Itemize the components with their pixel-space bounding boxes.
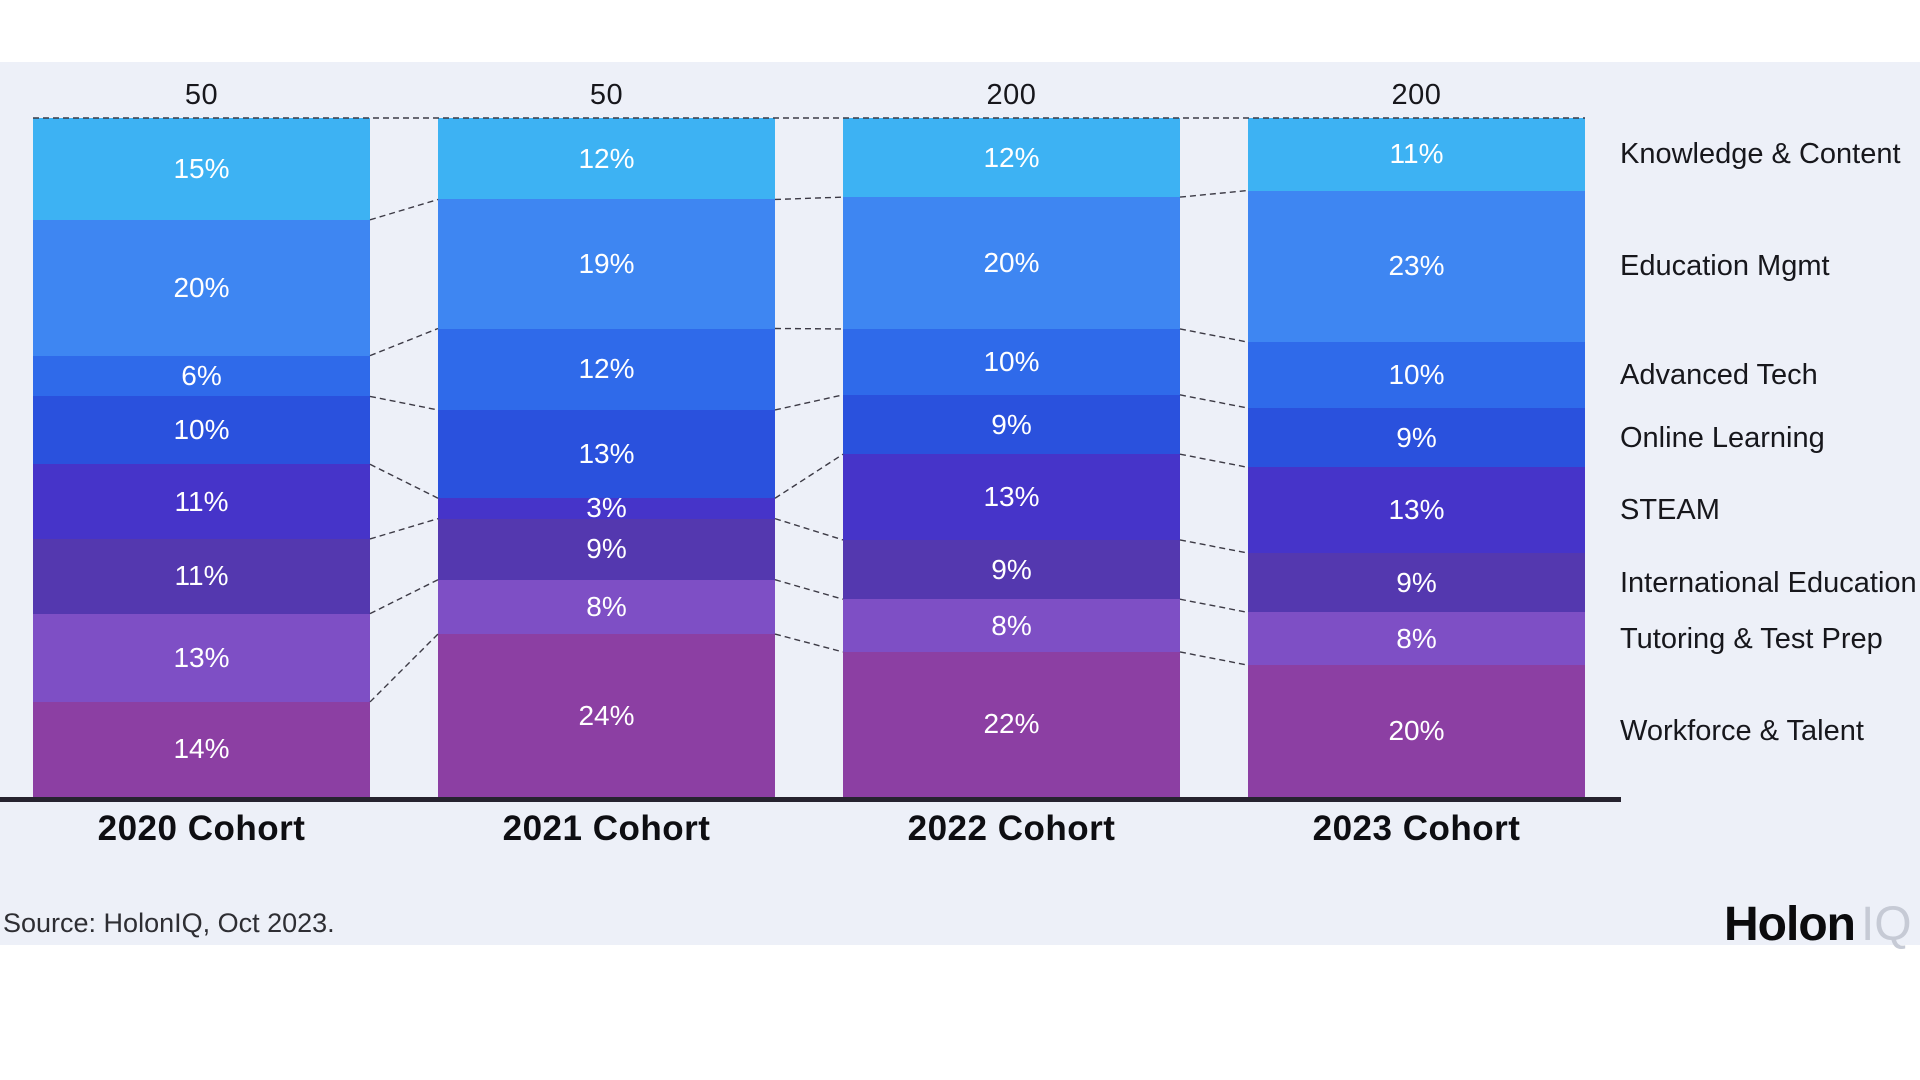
bar-segment: 11% <box>33 464 370 539</box>
holoniq-logo: Holon IQ <box>1724 901 1912 949</box>
bar-segment: 3% <box>438 494 775 522</box>
bar-segment: 8% <box>1248 612 1585 666</box>
bar-segment: 19% <box>438 199 775 329</box>
bar-segment: 24% <box>438 634 775 797</box>
segment-value-label: 13% <box>173 641 230 673</box>
x-axis-line <box>0 797 1621 802</box>
bar-segment: 8% <box>438 579 775 635</box>
bar-segment: 9% <box>843 394 1180 455</box>
bar-segment: 13% <box>438 409 775 499</box>
bar-segment: 20% <box>33 219 370 356</box>
source-note: Source: HolonIQ, Oct 2023. <box>3 908 335 938</box>
segment-value-label: 9% <box>991 408 1032 440</box>
bar-segment: 20% <box>843 197 1180 329</box>
bar-segment: 23% <box>1248 190 1585 343</box>
segment-value-label: 20% <box>983 247 1040 279</box>
bar-segment: 14% <box>33 701 370 797</box>
segment-value-label: 14% <box>173 733 230 765</box>
column-total-label: 50 <box>184 79 219 111</box>
bar-segment: 15% <box>33 118 370 220</box>
segment-value-label: 8% <box>991 609 1032 641</box>
cohort-axis-label: 2021 Cohort <box>502 809 711 848</box>
segment-value-label: 12% <box>983 141 1040 173</box>
column-total-label: 50 <box>589 79 624 111</box>
segment-value-label: 11% <box>174 485 229 517</box>
bar-segment: 8% <box>843 599 1180 652</box>
bar-segment: 9% <box>438 518 775 580</box>
bar-column-2023: 11% 23% 10% 9% 13% 9% 8% 20% <box>1248 118 1585 797</box>
segment-value-label: 22% <box>983 708 1040 740</box>
segment-value-label: 20% <box>1388 715 1445 747</box>
segment-value-label: 20% <box>173 271 230 303</box>
segment-value-label: 8% <box>1396 622 1437 654</box>
bar-segment: 9% <box>1248 553 1585 613</box>
bar-segment: 10% <box>1248 342 1585 409</box>
bar-segment: 10% <box>33 396 370 465</box>
segment-value-label: 23% <box>1388 250 1445 282</box>
bar-segment: 13% <box>843 454 1180 540</box>
category-label: Tutoring & Test Prep <box>1620 622 1883 655</box>
segment-value-label: 6% <box>181 360 222 391</box>
segment-value-label: 9% <box>1396 421 1437 453</box>
bar-segment: 6% <box>33 355 370 397</box>
bar-segment: 13% <box>33 613 370 702</box>
segment-value-label: 9% <box>586 533 627 565</box>
segment-value-label: 10% <box>173 414 230 446</box>
logo-text-iq: IQ <box>1860 898 1912 951</box>
segment-value-label: 12% <box>578 353 635 385</box>
segment-value-label: 11% <box>174 560 229 592</box>
bar-segment: 10% <box>843 328 1180 395</box>
bar-segment: 20% <box>1248 665 1585 797</box>
bar-segment: 12% <box>438 328 775 410</box>
category-label: Workforce & Talent <box>1620 715 1864 748</box>
segment-value-label: 19% <box>578 247 635 279</box>
logo-text-holon: Holon <box>1724 898 1856 951</box>
category-label: Education Mgmt <box>1620 250 1830 283</box>
segment-value-label: 9% <box>991 553 1032 585</box>
segment-value-label: 12% <box>578 142 635 174</box>
segment-value-label: 13% <box>983 481 1040 513</box>
bar-segment: 22% <box>843 651 1180 797</box>
category-label: Knowledge & Content <box>1620 138 1901 171</box>
bar-segment: 9% <box>1248 408 1585 468</box>
segment-value-label: 10% <box>1388 359 1445 391</box>
bar-column-2020: 15% 20% 6% 10% 11% 11% 13% 14% <box>33 118 370 797</box>
segment-value-label: 15% <box>173 152 230 184</box>
segment-value-label: 13% <box>578 438 635 470</box>
segment-value-label: 9% <box>1396 566 1437 598</box>
bar-column-2022: 12% 20% 10% 9% 13% 9% 8% 22% <box>843 118 1180 797</box>
bar-segment: 11% <box>1248 118 1585 191</box>
cohort-axis-label: 2022 Cohort <box>907 809 1116 848</box>
category-label: Advanced Tech <box>1620 359 1818 392</box>
segment-value-label: 13% <box>1388 494 1445 526</box>
segment-value-label: 8% <box>586 590 627 622</box>
segment-value-label: 11% <box>1389 138 1444 170</box>
bar-segment: 13% <box>1248 467 1585 554</box>
category-label: International Education <box>1620 566 1917 599</box>
segment-value-label: 10% <box>983 345 1040 377</box>
segment-value-label: 24% <box>578 699 635 731</box>
segment-value-label: 3% <box>586 492 627 524</box>
bar-column-2021: 12% 19% 12% 13% 3% 9% 8% 24% <box>438 118 775 797</box>
column-total-label: 200 <box>986 79 1037 111</box>
bar-segment: 11% <box>33 538 370 614</box>
cohort-axis-label: 2020 Cohort <box>97 809 306 848</box>
bar-segment: 9% <box>843 539 1180 600</box>
bar-segment: 12% <box>843 118 1180 198</box>
column-total-label: 200 <box>1391 79 1442 111</box>
cohort-axis-label: 2023 Cohort <box>1312 809 1521 848</box>
bar-segment: 12% <box>438 118 775 200</box>
category-label: STEAM <box>1620 494 1720 527</box>
category-label: Online Learning <box>1620 421 1825 454</box>
